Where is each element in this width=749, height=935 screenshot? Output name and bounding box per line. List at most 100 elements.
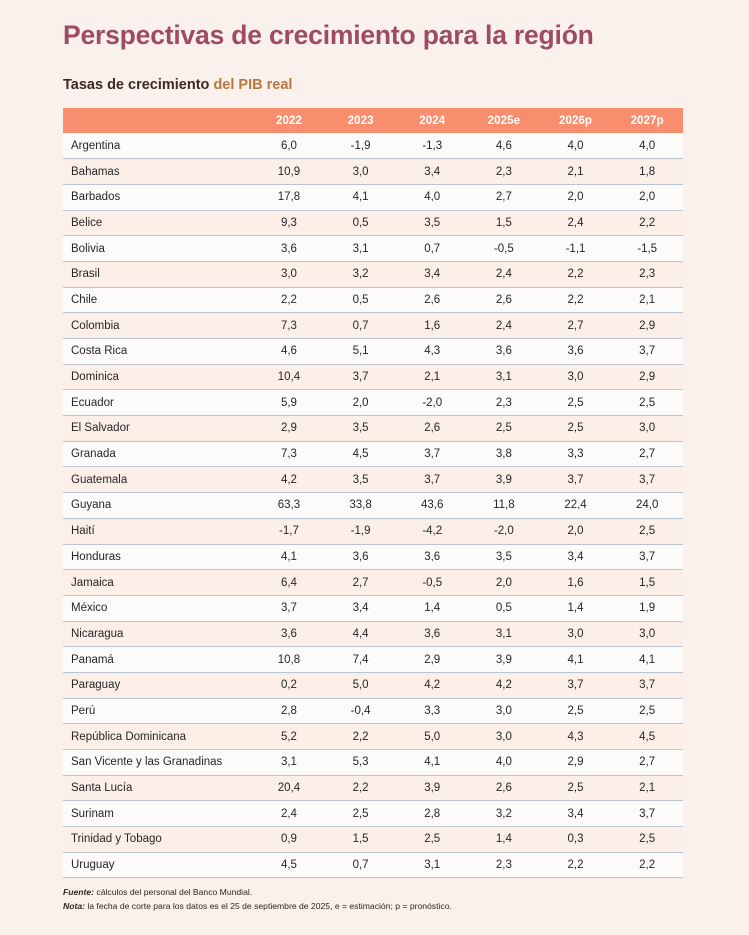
cell-value-2027p: 2,7 (611, 749, 683, 776)
cell-value-2024: 2,6 (396, 415, 469, 442)
cell-value-2025e: 3,1 (468, 621, 540, 648)
cell-value-2022: 3,1 (253, 749, 325, 776)
cell-value-2024: 3,3 (396, 698, 469, 725)
cell-country: Trinidad y Tobago (63, 826, 254, 853)
footnote-source: Fuente: cálculos del personal del Banco … (63, 886, 683, 900)
table-row: El Salvador 2,9 3,5 2,6 2,5 2,5 3,0 (63, 415, 683, 442)
cell-value-2024: 3,7 (396, 466, 469, 494)
cell-value-2026p: 2,0 (539, 518, 612, 545)
cell-value-2026p: 2,7 (539, 312, 612, 339)
cell-value-2023: 2,7 (324, 569, 397, 596)
cell-value-2022: 6,0 (253, 133, 325, 160)
cell-value-2022: 5,9 (253, 389, 325, 417)
cell-value-2024: 2,8 (396, 800, 469, 828)
cell-value-2027p: 2,7 (611, 441, 683, 468)
cell-value-2023: 0,7 (324, 852, 397, 879)
cell-value-2026p: 2,5 (539, 698, 612, 725)
cell-value-2025e: 3,2 (468, 800, 540, 828)
cell-country: Nicaragua (63, 621, 254, 648)
cell-value-2025e: 3,9 (468, 646, 540, 673)
cell-country: Barbados (63, 184, 254, 211)
cell-value-2024: 4,3 (396, 338, 469, 365)
cell-value-2026p: 0,3 (539, 826, 612, 853)
cell-country: República Dominicana (63, 723, 254, 750)
table-row: Haití -1,7 -1,9 -4,2 -2,0 2,0 2,5 (63, 518, 683, 545)
cell-value-2022: 3,6 (253, 621, 325, 648)
cell-value-2023: 33,8 (324, 492, 397, 519)
cell-value-2024: 3,5 (396, 210, 469, 237)
cell-country: Bolivia (63, 235, 254, 262)
cell-value-2026p: 2,9 (539, 749, 612, 776)
cell-country: Costa Rica (63, 338, 254, 365)
cell-value-2023: 0,5 (324, 287, 397, 314)
cell-value-2026p: 2,1 (539, 158, 612, 185)
growth-rates-table: 2022 2023 2024 2025e 2026p 2027p Argenti… (63, 108, 683, 879)
cell-value-2026p: 4,0 (539, 133, 612, 160)
table-row: Costa Rica 4,6 5,1 4,3 3,6 3,6 3,7 (63, 338, 683, 365)
table-row: Uruguay 4,5 0,7 3,1 2,3 2,2 2,2 (63, 852, 683, 879)
cell-value-2026p: 1,6 (539, 569, 612, 596)
cell-country: Dominica (63, 364, 254, 391)
cell-country: Jamaica (63, 569, 254, 596)
table-row: Bolivia 3,6 3,1 0,7 -0,5 -1,1 -1,5 (63, 235, 683, 262)
cell-value-2027p: 3,7 (611, 466, 683, 494)
cell-value-2023: 4,5 (324, 441, 397, 468)
table-row: Barbados 17,8 4,1 4,0 2,7 2,0 2,0 (63, 184, 683, 211)
cell-value-2024: 3,7 (396, 441, 469, 468)
cell-value-2026p: 3,7 (539, 672, 612, 699)
cell-country: México (63, 595, 254, 622)
cell-value-2023: 2,5 (324, 800, 397, 828)
cell-value-2026p: 2,5 (539, 389, 612, 417)
cell-country: Belice (63, 210, 254, 237)
cell-value-2024: 2,5 (396, 826, 469, 853)
cell-value-2023: 4,1 (324, 184, 397, 211)
cell-country: Colombia (63, 312, 254, 339)
cell-value-2025e: 2,5 (468, 415, 540, 442)
cell-value-2022: 9,3 (253, 210, 325, 237)
cell-value-2027p: 2,9 (611, 364, 683, 391)
table-header-row: 2022 2023 2024 2025e 2026p 2027p (63, 108, 683, 133)
table-footnotes: Fuente: cálculos del personal del Banco … (63, 886, 683, 914)
cell-value-2023: 2,2 (324, 775, 397, 802)
cell-value-2025e: 2,4 (468, 261, 540, 288)
cell-value-2026p: 3,4 (539, 544, 612, 571)
cell-value-2023: 3,4 (324, 595, 397, 622)
column-header-2026p: 2026p (539, 108, 612, 133)
cell-value-2023: 3,1 (324, 235, 397, 262)
cell-value-2025e: 2,6 (468, 287, 540, 314)
cell-value-2022: 6,4 (253, 569, 325, 596)
table-row: Dominica 10,4 3,7 2,1 3,1 3,0 2,9 (63, 364, 683, 391)
cell-value-2023: 3,2 (324, 261, 397, 288)
footnote-source-text: cálculos del personal del Banco Mundial. (94, 887, 253, 897)
cell-value-2026p: 2,5 (539, 415, 612, 442)
cell-value-2026p: 3,0 (539, 364, 612, 391)
table-row: Jamaica 6,4 2,7 -0,5 2,0 1,6 1,5 (63, 569, 683, 596)
subtitle-primary: Tasas de crecimiento (63, 77, 210, 93)
cell-value-2026p: 3,7 (539, 466, 612, 494)
cell-value-2026p: 2,2 (539, 287, 612, 314)
cell-value-2023: 3,7 (324, 364, 397, 391)
cell-value-2025e: 1,5 (468, 210, 540, 237)
cell-value-2026p: -1,1 (539, 235, 612, 262)
cell-value-2022: 2,4 (253, 800, 325, 828)
cell-value-2023: 4,4 (324, 621, 397, 648)
table-row: República Dominicana 5,2 2,2 5,0 3,0 4,3 4,5 (63, 723, 683, 750)
cell-value-2026p: 22,4 (539, 492, 612, 519)
cell-value-2027p: 2,1 (611, 287, 683, 314)
cell-value-2025e: 3,8 (468, 441, 540, 468)
cell-value-2024: 1,4 (396, 595, 469, 622)
cell-value-2024: 3,9 (396, 775, 469, 802)
cell-value-2025e: 2,6 (468, 775, 540, 802)
footnote-source-label: Fuente: (63, 887, 95, 897)
cell-value-2022: 4,6 (253, 338, 325, 365)
table-row: Honduras 4,1 3,6 3,6 3,5 3,4 3,7 (63, 544, 683, 571)
cell-value-2023: 3,6 (324, 544, 397, 571)
cell-country: Uruguay (63, 852, 254, 879)
cell-country: Surinam (63, 800, 254, 828)
cell-value-2027p: 4,0 (611, 133, 683, 160)
cell-country: Ecuador (63, 389, 254, 417)
cell-country: Santa Lucía (63, 775, 254, 802)
cell-value-2022: 0,2 (253, 672, 325, 699)
cell-country: Perú (63, 698, 254, 725)
